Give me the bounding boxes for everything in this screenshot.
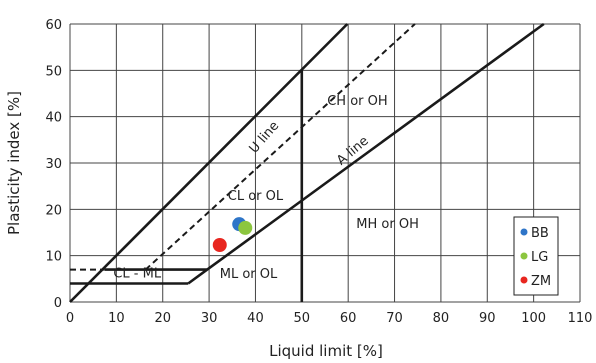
x-tick-label: 0 bbox=[66, 311, 74, 326]
legend-label: BB bbox=[531, 226, 549, 241]
x-tick-label: 30 bbox=[201, 311, 218, 326]
x-tick-label: 90 bbox=[479, 311, 496, 326]
legend-marker bbox=[520, 252, 528, 260]
x-tick-label: 70 bbox=[386, 311, 403, 326]
y-tick-label: 0 bbox=[54, 296, 62, 311]
x-tick-label: 80 bbox=[433, 311, 450, 326]
chart-lines bbox=[69, 22, 545, 303]
x-tick-label: 60 bbox=[340, 311, 357, 326]
y-tick-label: 40 bbox=[45, 111, 62, 126]
region-label: MH or OH bbox=[356, 217, 419, 232]
region-label: CH or OH bbox=[327, 94, 387, 109]
y-tick-label: 10 bbox=[45, 250, 62, 265]
region-label: CL or OL bbox=[228, 189, 284, 204]
u-line bbox=[144, 23, 416, 271]
x-tick-label: 20 bbox=[154, 311, 171, 326]
data-point-lg bbox=[238, 220, 253, 235]
data-points bbox=[212, 217, 253, 253]
y-tick-label: 20 bbox=[45, 203, 62, 218]
x-tick-label: 40 bbox=[247, 311, 264, 326]
x-tick-label: 100 bbox=[521, 311, 546, 326]
legend-marker bbox=[520, 228, 528, 236]
x-axis-title: Liquid limit [%] bbox=[269, 342, 383, 360]
legend-marker bbox=[520, 276, 528, 284]
region-label: ML or OL bbox=[220, 267, 278, 282]
a-line bbox=[187, 22, 545, 285]
x-tick-label: 10 bbox=[108, 311, 125, 326]
legend-label: ZM bbox=[531, 274, 551, 289]
tick-labels: 0 10 20 30 40 50 60 70 80 90 100 110 0 10 20 30 40 50 60 bbox=[45, 18, 592, 326]
grid bbox=[69, 23, 581, 303]
legend: BB LG ZM bbox=[513, 216, 559, 296]
x-tick-label: 50 bbox=[294, 311, 311, 326]
y-axis-title: Plasticity index [%] bbox=[5, 91, 23, 235]
line-label: U line bbox=[247, 119, 283, 157]
y-tick-label: 50 bbox=[45, 64, 62, 79]
region-labels: CH or OH CL or OL MH or OH ML or OL CL - ML U… bbox=[113, 94, 419, 282]
data-point-zm bbox=[212, 238, 227, 253]
x-tick-label: 110 bbox=[568, 311, 593, 326]
y-tick-label: 30 bbox=[45, 157, 62, 172]
y-tick-label: 60 bbox=[45, 18, 62, 33]
legend-label: LG bbox=[531, 250, 548, 265]
region-label: CL - ML bbox=[113, 266, 161, 281]
